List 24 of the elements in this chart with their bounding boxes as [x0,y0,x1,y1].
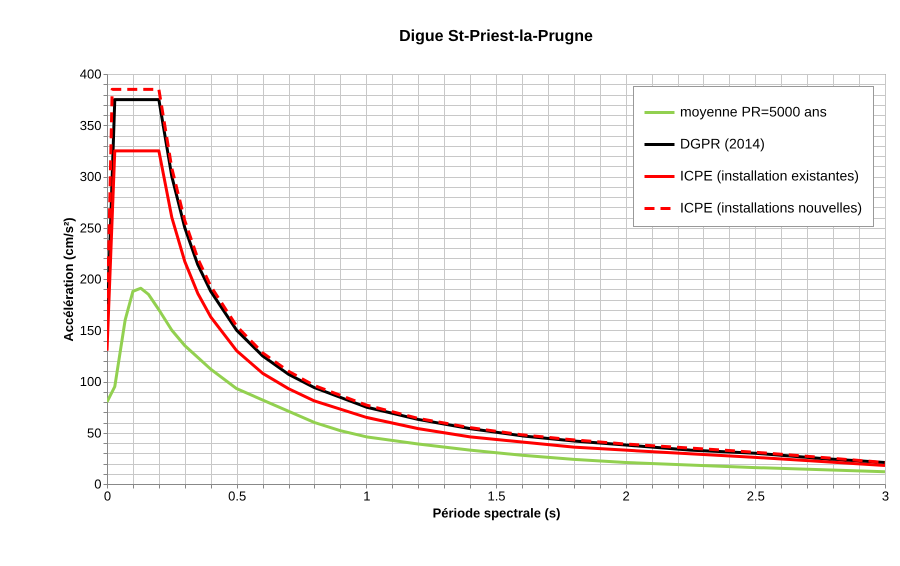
x-tick-label: 2 [622,488,630,504]
x-tick-label: 3 [882,488,890,504]
y-tick-label: 0 [94,476,102,492]
x-tick-label: 2.5 [746,488,765,504]
line-series [107,286,885,474]
y-tick-label: 400 [80,66,102,82]
y-tick-label: 350 [80,118,102,133]
chart-title: Digue St-Priest-la-Prugne [399,28,593,45]
x-tick-label: 1.5 [487,488,506,504]
legend-label: moyenne PR=5000 ans [680,104,827,120]
legend-label: ICPE (installations nouvelles) [680,200,862,216]
y-tick-label: 200 [80,272,102,286]
legend-label: DGPR (2014) [680,136,765,152]
legend-label: ICPE (installation existantes) [680,168,859,184]
y-tick-label: 250 [80,220,102,236]
y-tick-label: 150 [80,322,102,338]
x-axis-title: Période spectrale (s) [432,506,560,520]
y-tick-label: 300 [80,169,102,184]
y-tick-label: 50 [87,425,102,440]
x-tick-label: 0.5 [228,488,246,504]
y-axis-title: Accélération (cm/s²) [60,217,76,342]
y-tick-label: 100 [80,374,102,389]
x-tick-label: 1 [363,488,370,504]
x-tick-label: 0 [104,488,112,504]
